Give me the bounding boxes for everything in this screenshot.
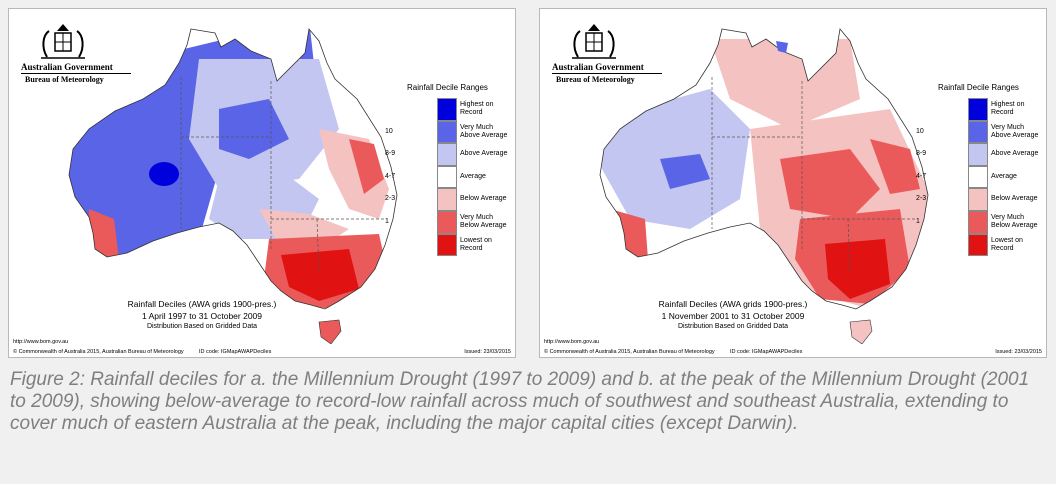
bureau-name: Bureau of Meteorology — [25, 75, 104, 84]
legend-label: Average — [991, 172, 1017, 180]
legend-row: 8-9 Above Average — [906, 143, 1046, 166]
copyright-text: © Commonwealth of Australia 2015, Austra… — [13, 349, 184, 355]
legend-color-swatch — [437, 120, 457, 144]
legend-row: 8-9 Above Average — [375, 143, 515, 166]
legend-row: Lowest on Record — [375, 233, 515, 257]
issued-date: Issued: 23/03/2015 — [464, 349, 511, 355]
figure-caption: Figure 2: Rainfall deciles for a. the Mi… — [10, 369, 1030, 434]
coat-of-arms-emblem — [572, 24, 616, 59]
legend-decile-code: 4-7 — [385, 172, 396, 180]
australia-rainfall-map-b — [599, 28, 929, 344]
legend-color-swatch — [968, 188, 988, 211]
legend-decile-code: 2-3 — [916, 195, 927, 203]
legend-row: 1 Very Much Below Average — [906, 210, 1046, 234]
legend-row: 1 Very Much Below Average — [375, 210, 515, 234]
decile-legend: Rainfall Decile Ranges Highest on Record 1… — [375, 83, 515, 257]
legend-color-swatch — [968, 210, 988, 234]
copyright-text: © Commonwealth of Australia 2015, Austra… — [544, 349, 715, 355]
legend-decile-code: 10 — [385, 127, 393, 135]
decile-legend: Rainfall Decile Ranges Highest on Record 1… — [906, 83, 1046, 257]
legend-decile-code: 8-9 — [385, 150, 396, 158]
legend-color-swatch — [968, 120, 988, 144]
bom-url: http://www.bom.gov.au — [13, 339, 69, 345]
map-caption: Rainfall Deciles (AWA grids 1900-pres.) … — [97, 299, 307, 330]
legend-color-swatch — [437, 233, 457, 257]
legend-row: Highest on Record — [375, 98, 515, 121]
legend-label: Above Average — [460, 150, 508, 158]
legend-color-swatch — [968, 165, 988, 189]
map-title: Rainfall Deciles (AWA grids 1900-pres.) — [658, 299, 808, 309]
map-title: Rainfall Deciles (AWA grids 1900-pres.) — [127, 299, 277, 309]
legend-color-swatch — [968, 233, 988, 257]
legend-color-swatch — [437, 188, 457, 211]
legend-label: Highest on Record — [991, 101, 1025, 116]
id-code: ID code: IGMapAWAPDeciles — [199, 349, 272, 355]
legend-color-swatch — [968, 98, 988, 121]
legend-decile-code: 1 — [385, 217, 389, 225]
bom-url: http://www.bom.gov.au — [544, 339, 600, 345]
map-note: Distribution Based on Gridded Data — [146, 323, 258, 330]
legend-decile-code: 8-9 — [916, 150, 927, 158]
legend-label: Very Much Below Average — [991, 213, 1038, 229]
legend-label: Very Much Below Average — [460, 213, 507, 229]
legend-decile-code: 4-7 — [916, 172, 927, 180]
legend-row: Highest on Record — [906, 98, 1046, 121]
legend-title: Rainfall Decile Ranges — [407, 83, 488, 92]
legend-label: Highest on Record — [460, 101, 494, 116]
legend-label: Below Average — [991, 195, 1038, 203]
australia-rainfall-map-a — [68, 28, 398, 344]
map-period: 1 April 1997 to 31 October 2009 — [141, 311, 263, 321]
coat-of-arms-emblem — [41, 24, 85, 59]
legend-color-swatch — [437, 165, 457, 189]
map-caption: Rainfall Deciles (AWA grids 1900-pres.) … — [628, 299, 838, 330]
legend-label: Lowest on Record — [991, 236, 1023, 252]
legend-decile-code: 1 — [916, 217, 920, 225]
legend-row: 2-3 Below Average — [375, 188, 515, 211]
agency-name: Australian Government — [552, 62, 662, 74]
legend-color-swatch — [437, 210, 457, 234]
legend-label: Lowest on Record — [460, 236, 492, 252]
issued-date: Issued: 23/03/2015 — [995, 349, 1042, 355]
legend-row: Lowest on Record — [906, 233, 1046, 257]
legend-color-swatch — [437, 143, 457, 166]
map-note: Distribution Based on Gridded Data — [677, 323, 789, 330]
legend-row: 10 Very Much Above Average — [375, 120, 515, 144]
id-code: ID code: IGMapAWAPDeciles — [730, 349, 803, 355]
bureau-name: Bureau of Meteorology — [556, 75, 635, 84]
legend-title: Rainfall Decile Ranges — [938, 83, 1019, 92]
legend-color-swatch — [968, 143, 988, 166]
legend-row: 4-7 Average — [375, 165, 515, 189]
map-period: 1 November 2001 to 31 October 2009 — [661, 311, 805, 321]
legend-label: Above Average — [991, 150, 1039, 158]
legend-row: 4-7 Average — [906, 165, 1046, 189]
legend-decile-code: 10 — [916, 127, 924, 135]
legend-label: Average — [460, 172, 486, 180]
rainfall-map-panel-a: Australian Government Bureau of Meteorol… — [8, 8, 516, 358]
legend-label: Very Much Above Average — [460, 123, 508, 139]
legend-row: 2-3 Below Average — [906, 188, 1046, 211]
agency-name: Australian Government — [21, 62, 131, 74]
legend-decile-code: 2-3 — [385, 195, 396, 203]
legend-label: Very Much Above Average — [991, 123, 1039, 139]
legend-label: Below Average — [460, 195, 507, 203]
rainfall-map-panel-b: Australian Government Bureau of Meteorol… — [539, 8, 1047, 358]
legend-row: 10 Very Much Above Average — [906, 120, 1046, 144]
legend-color-swatch — [437, 98, 457, 121]
